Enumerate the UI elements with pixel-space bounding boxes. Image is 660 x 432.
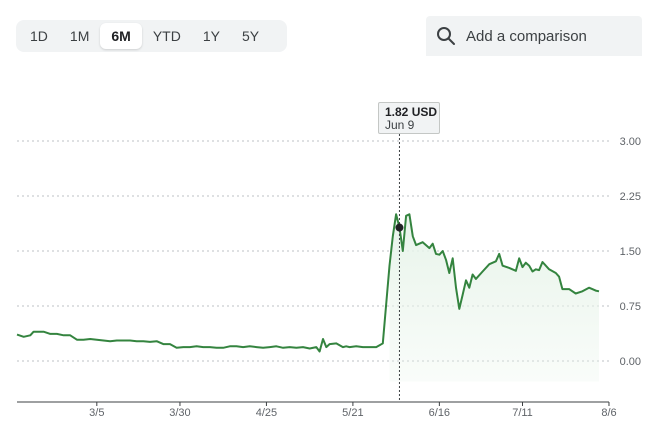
range-1d-button[interactable]: 1D (30, 28, 48, 44)
y-tick-label: 0.00 (620, 356, 641, 368)
x-tick-label: 3/30 (169, 407, 190, 419)
tooltip-date: Jun 9 (385, 118, 415, 132)
chart-y-axis: 3.00 2.25 1.50 0.75 0.00 (620, 136, 641, 368)
y-tick-label: 0.75 (620, 301, 641, 313)
chart-x-tick-labels: 3/5 3/30 4/25 5/21 6/16 7/11 8/6 (89, 407, 616, 419)
chart-cursor (395, 134, 404, 402)
price-tooltip: 1.82 USD Jun 9 (378, 102, 440, 134)
area-fill (389, 214, 599, 382)
range-1y-button[interactable]: 1Y (202, 28, 220, 44)
x-tick-label: 5/21 (342, 407, 363, 419)
range-1m-button[interactable]: 1M (69, 28, 90, 44)
cursor-point (395, 223, 404, 232)
y-tick-label: 1.50 (620, 246, 641, 258)
chart-gridlines (17, 140, 609, 362)
range-6m-button[interactable]: 6M (100, 23, 142, 49)
comparison-search[interactable] (426, 16, 642, 56)
comparison-input[interactable] (466, 27, 626, 45)
x-tick-label: 7/11 (512, 407, 533, 419)
x-tick-label: 8/6 (601, 407, 616, 419)
x-tick-label: 3/5 (89, 407, 104, 419)
price-line (16, 213, 600, 353)
range-ytd-button[interactable]: YTD (152, 28, 181, 44)
x-tick-label: 4/25 (256, 407, 277, 419)
chart-area-fill (389, 214, 599, 382)
x-tick-label: 6/16 (429, 407, 450, 419)
y-tick-label: 3.00 (620, 136, 641, 148)
tooltip-price: 1.82 USD (385, 105, 438, 119)
chart-series-line (16, 213, 600, 353)
time-range-selector: 1D 1M 6M YTD 1Y 5Y (16, 20, 287, 52)
search-icon (437, 27, 455, 45)
y-tick-label: 2.25 (620, 191, 641, 203)
range-5y-button[interactable]: 5Y (241, 28, 260, 44)
chart-x-axis (17, 401, 610, 406)
